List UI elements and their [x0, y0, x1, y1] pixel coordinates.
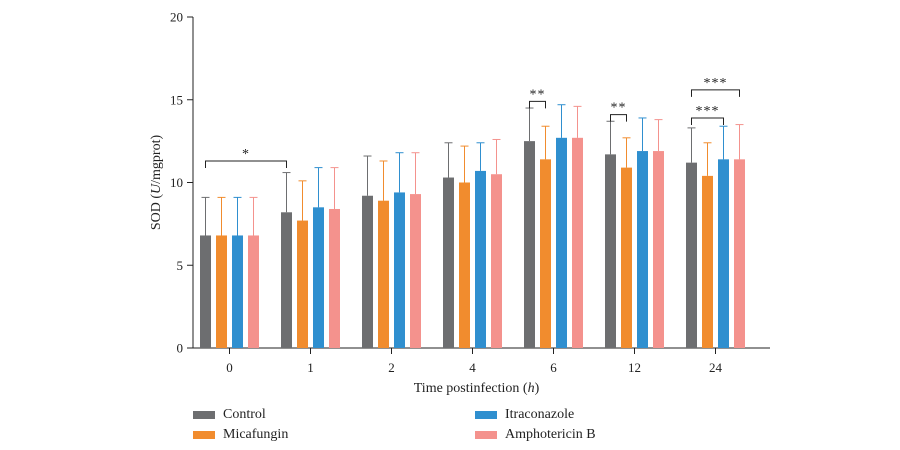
significance-bracket [205, 160, 287, 168]
bar [621, 167, 632, 348]
significance-label: * [242, 147, 250, 162]
x-axis-label-close: ) [535, 381, 540, 396]
bar [653, 151, 664, 348]
significance-bracket [691, 89, 740, 97]
x-tick-label: 0 [226, 360, 233, 375]
bar [686, 162, 697, 348]
bar [702, 175, 713, 348]
significance-bracket [610, 114, 627, 122]
bar [443, 177, 454, 348]
bar [281, 212, 292, 348]
y-ticks: 0 5 10 15 20 [170, 10, 193, 356]
bar [248, 235, 259, 348]
y-axis-label-text: SOD ( [149, 194, 164, 231]
bar [734, 159, 745, 348]
x-axis-label-unit: h [528, 381, 535, 396]
bar [637, 151, 648, 348]
bar [459, 182, 470, 348]
significance-label: ** [530, 87, 546, 102]
x-tick-label: 24 [709, 360, 723, 375]
y-axis-label-unit: U [149, 183, 164, 194]
significance-bracket [691, 117, 724, 125]
bar [556, 137, 567, 348]
bar [362, 195, 373, 348]
bar [718, 159, 729, 348]
bar [297, 220, 308, 348]
x-tick-label: 6 [550, 360, 557, 375]
y-tick-label: 10 [170, 175, 183, 190]
x-tick-label: 1 [307, 360, 314, 375]
bar [605, 154, 616, 348]
error-bars [201, 104, 744, 236]
bar [410, 194, 421, 348]
bar [475, 170, 486, 348]
x-tick-label: 12 [628, 360, 641, 375]
bar [378, 200, 389, 348]
bar [491, 174, 502, 348]
y-axis-label-close: /mgprot) [149, 135, 164, 184]
x-ticks: 0 1 2 4 6 12 24 [226, 348, 723, 375]
y-axis-label: SOD (U/mgprot) [149, 135, 164, 231]
bar [232, 235, 243, 348]
x-axis-label-text: Time postinfection ( [414, 381, 528, 396]
significance-brackets: ***** ****** [205, 76, 740, 168]
bar [216, 235, 227, 348]
significance-label: *** [696, 104, 720, 119]
bar [313, 207, 324, 348]
significance-label: *** [704, 76, 728, 91]
bar [394, 192, 405, 348]
y-tick-label: 0 [177, 341, 184, 356]
y-tick-label: 20 [170, 10, 183, 25]
bar [200, 235, 211, 348]
bar [329, 208, 340, 348]
bar [540, 159, 551, 348]
significance-bracket [529, 100, 546, 109]
x-axis-label: Time postinfection (h) [414, 381, 540, 396]
significance-label: ** [611, 101, 627, 116]
y-tick-label: 15 [170, 92, 183, 107]
x-tick-label: 2 [388, 360, 395, 375]
bars [200, 137, 745, 348]
y-tick-label: 5 [177, 258, 184, 273]
bar [572, 137, 583, 348]
bar [524, 141, 535, 348]
x-tick-label: 4 [469, 360, 476, 375]
